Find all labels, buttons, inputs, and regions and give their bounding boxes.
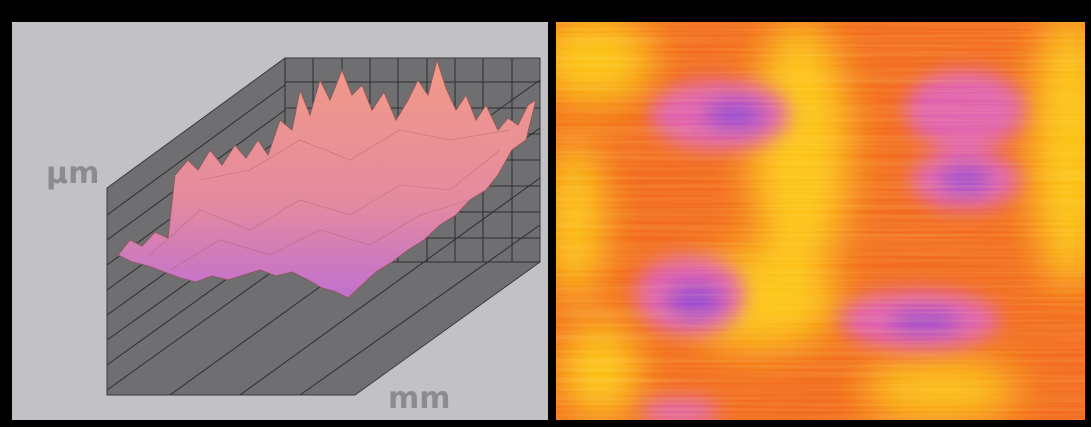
surface-mesh bbox=[149, 129, 511, 271]
x-axis-label: mm bbox=[388, 381, 451, 416]
surface bbox=[117, 58, 537, 299]
heat-map bbox=[556, 22, 1085, 420]
y-axis-label: µm bbox=[46, 156, 99, 191]
